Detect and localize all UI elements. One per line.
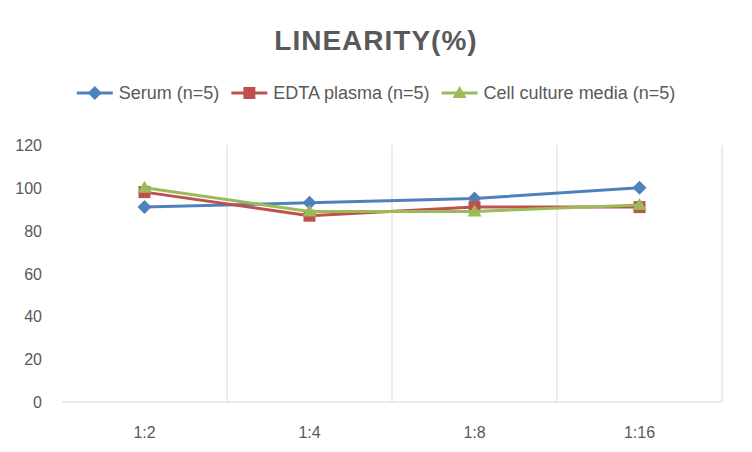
y-tick-label: 20	[24, 351, 42, 368]
legend-marker	[453, 86, 467, 98]
y-tick-label: 120	[15, 137, 42, 154]
legend: Serum (n=5) EDTA plasma (n=5) Cell culture…	[77, 83, 675, 103]
x-tick-label: 1:8	[463, 424, 485, 441]
point	[468, 204, 482, 216]
y-tick-label: 60	[24, 266, 42, 283]
point	[633, 198, 647, 210]
grid-line	[392, 145, 393, 402]
series-line	[145, 188, 640, 212]
title: LINEARITY(%)	[274, 25, 477, 56]
legend-item: Serum (n=5)	[77, 83, 220, 103]
y-tick-label: 80	[24, 223, 42, 240]
y-tick	[58, 402, 62, 403]
legend-marker	[88, 86, 102, 100]
x-tick-label: 1:4	[298, 424, 320, 441]
grid-line	[557, 145, 558, 402]
legend-item: EDTA plasma (n=5)	[231, 83, 429, 103]
point	[633, 181, 647, 195]
legend-item: Cell culture media (n=5)	[442, 83, 676, 103]
y-tick	[58, 187, 62, 188]
chart: LINEARITY(%) 0 20 40 60 80 100 120 1:2 1:4 1:8 1:16…	[0, 0, 752, 452]
legend-label: Cell culture media (n=5)	[484, 83, 676, 103]
legend-marker	[243, 87, 255, 99]
x-tick-label: 1:2	[133, 424, 155, 441]
data-group	[138, 181, 647, 222]
legend-label: Serum (n=5)	[119, 83, 220, 103]
legend-label: EDTA plasma (n=5)	[273, 83, 429, 103]
point	[303, 204, 317, 216]
grid-line	[722, 145, 723, 402]
y-tick-label: 0	[33, 394, 42, 411]
y-tick-label: 100	[15, 180, 42, 197]
y-tick	[58, 316, 62, 317]
y-tick	[58, 145, 62, 146]
y-tick	[58, 230, 62, 231]
point	[138, 181, 152, 193]
x-tick-label: 1:16	[624, 424, 655, 441]
y-tick	[58, 359, 62, 360]
background	[0, 0, 752, 452]
y-tick	[58, 273, 62, 274]
x-axis-line	[62, 402, 722, 403]
grid-line	[227, 145, 228, 402]
y-tick-label: 40	[24, 308, 42, 325]
point	[138, 200, 152, 214]
